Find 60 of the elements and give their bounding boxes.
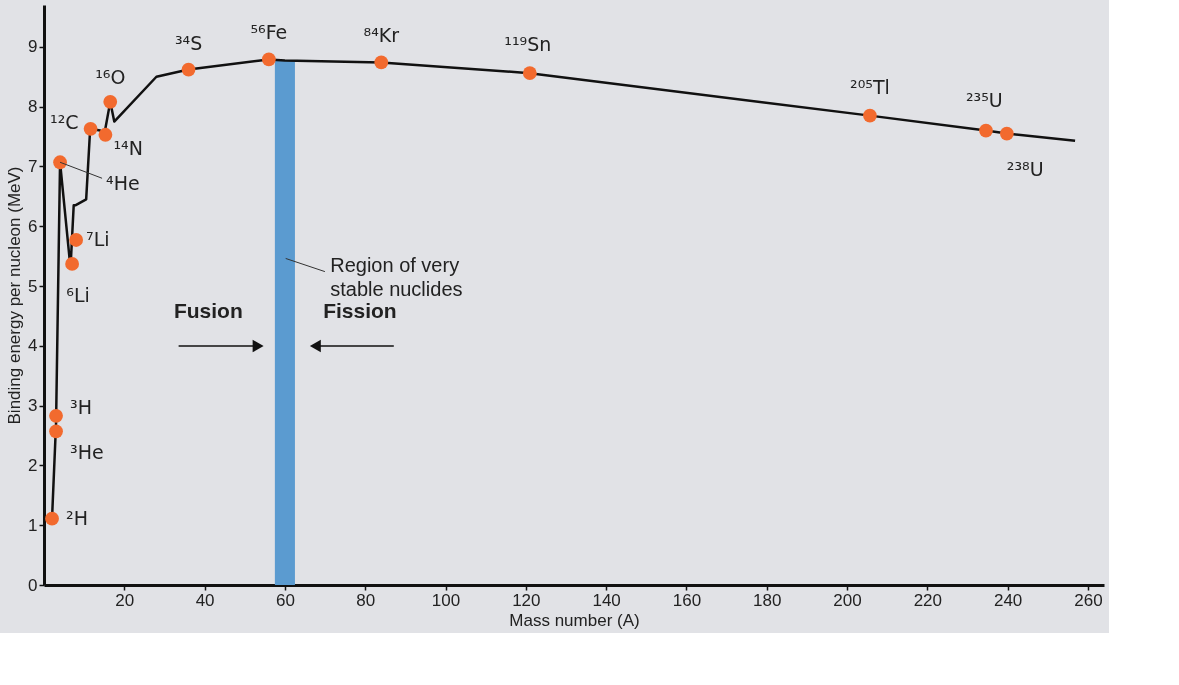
x-tick-label: 40 xyxy=(195,590,215,610)
annotation: ⁷Li xyxy=(86,227,110,250)
x-tick-label: 220 xyxy=(913,590,943,610)
y-tick-label: 9 xyxy=(28,37,38,57)
point xyxy=(522,66,537,81)
y-tick-label: 7 xyxy=(28,156,38,176)
point xyxy=(103,94,118,109)
annotation: ³⁴S xyxy=(174,31,203,54)
x-tick-label: 240 xyxy=(993,590,1023,610)
annotation: ⁸⁴Kr xyxy=(363,24,400,47)
annotation: ³H xyxy=(70,395,92,418)
annotation: ⁶Li xyxy=(66,283,90,306)
y-tick-label: 4 xyxy=(28,336,38,356)
annotation: ²H xyxy=(66,506,88,529)
x-tick-label: 260 xyxy=(1074,590,1103,610)
x-tick-label: 200 xyxy=(833,590,862,610)
y-axis-title: Binding energy per nucleon (MeV) xyxy=(5,166,25,425)
annotation: ¹¹⁹Sn xyxy=(504,33,552,56)
annotation: ⁴He xyxy=(106,172,140,195)
x-tick-label: 100 xyxy=(431,590,461,610)
point xyxy=(181,62,196,77)
y-tick-label: 5 xyxy=(28,276,38,296)
x-tick-label: 180 xyxy=(753,590,782,610)
point xyxy=(261,52,276,67)
annotation: ²³⁵U xyxy=(965,88,1003,111)
x-tick-label: 140 xyxy=(592,590,621,610)
y-tick-label: 0 xyxy=(28,575,38,595)
y-tick-label: 6 xyxy=(28,216,38,236)
annotation: ¹⁶O xyxy=(95,65,126,88)
point xyxy=(863,108,877,123)
annotation: ²⁰⁵Tl xyxy=(850,75,890,98)
annotation: Fission xyxy=(323,299,397,323)
annotation: ¹⁴N xyxy=(113,136,143,159)
point xyxy=(979,123,993,138)
y-tick-label: 1 xyxy=(28,515,38,535)
annotation: ³He xyxy=(70,441,104,464)
point xyxy=(49,408,63,423)
annotation: Region of very stable nuclides xyxy=(330,253,463,300)
x-axis-title: Mass number (A) xyxy=(509,610,640,630)
x-tick-label: 20 xyxy=(115,590,135,610)
point xyxy=(98,127,113,142)
point xyxy=(83,121,98,136)
annotation: ¹²C xyxy=(50,110,79,133)
point xyxy=(69,233,84,247)
point xyxy=(45,511,59,526)
x-tick-label: 60 xyxy=(275,590,295,610)
point xyxy=(65,257,79,271)
annotation: ⁵⁶Fe xyxy=(250,21,288,44)
point xyxy=(53,155,67,170)
point xyxy=(49,424,63,439)
y-tick-label: 8 xyxy=(28,97,38,117)
x-tick-label: 120 xyxy=(512,590,541,610)
x-tick-label: 80 xyxy=(356,590,376,610)
annotation: ²³⁸U xyxy=(1006,157,1044,180)
y-tick-label: 2 xyxy=(28,455,38,475)
point xyxy=(374,55,389,70)
x-tick-label: 160 xyxy=(672,590,702,610)
annotation: Fusion xyxy=(173,299,243,323)
y-tick-label: 3 xyxy=(28,396,38,416)
point xyxy=(999,126,1014,141)
